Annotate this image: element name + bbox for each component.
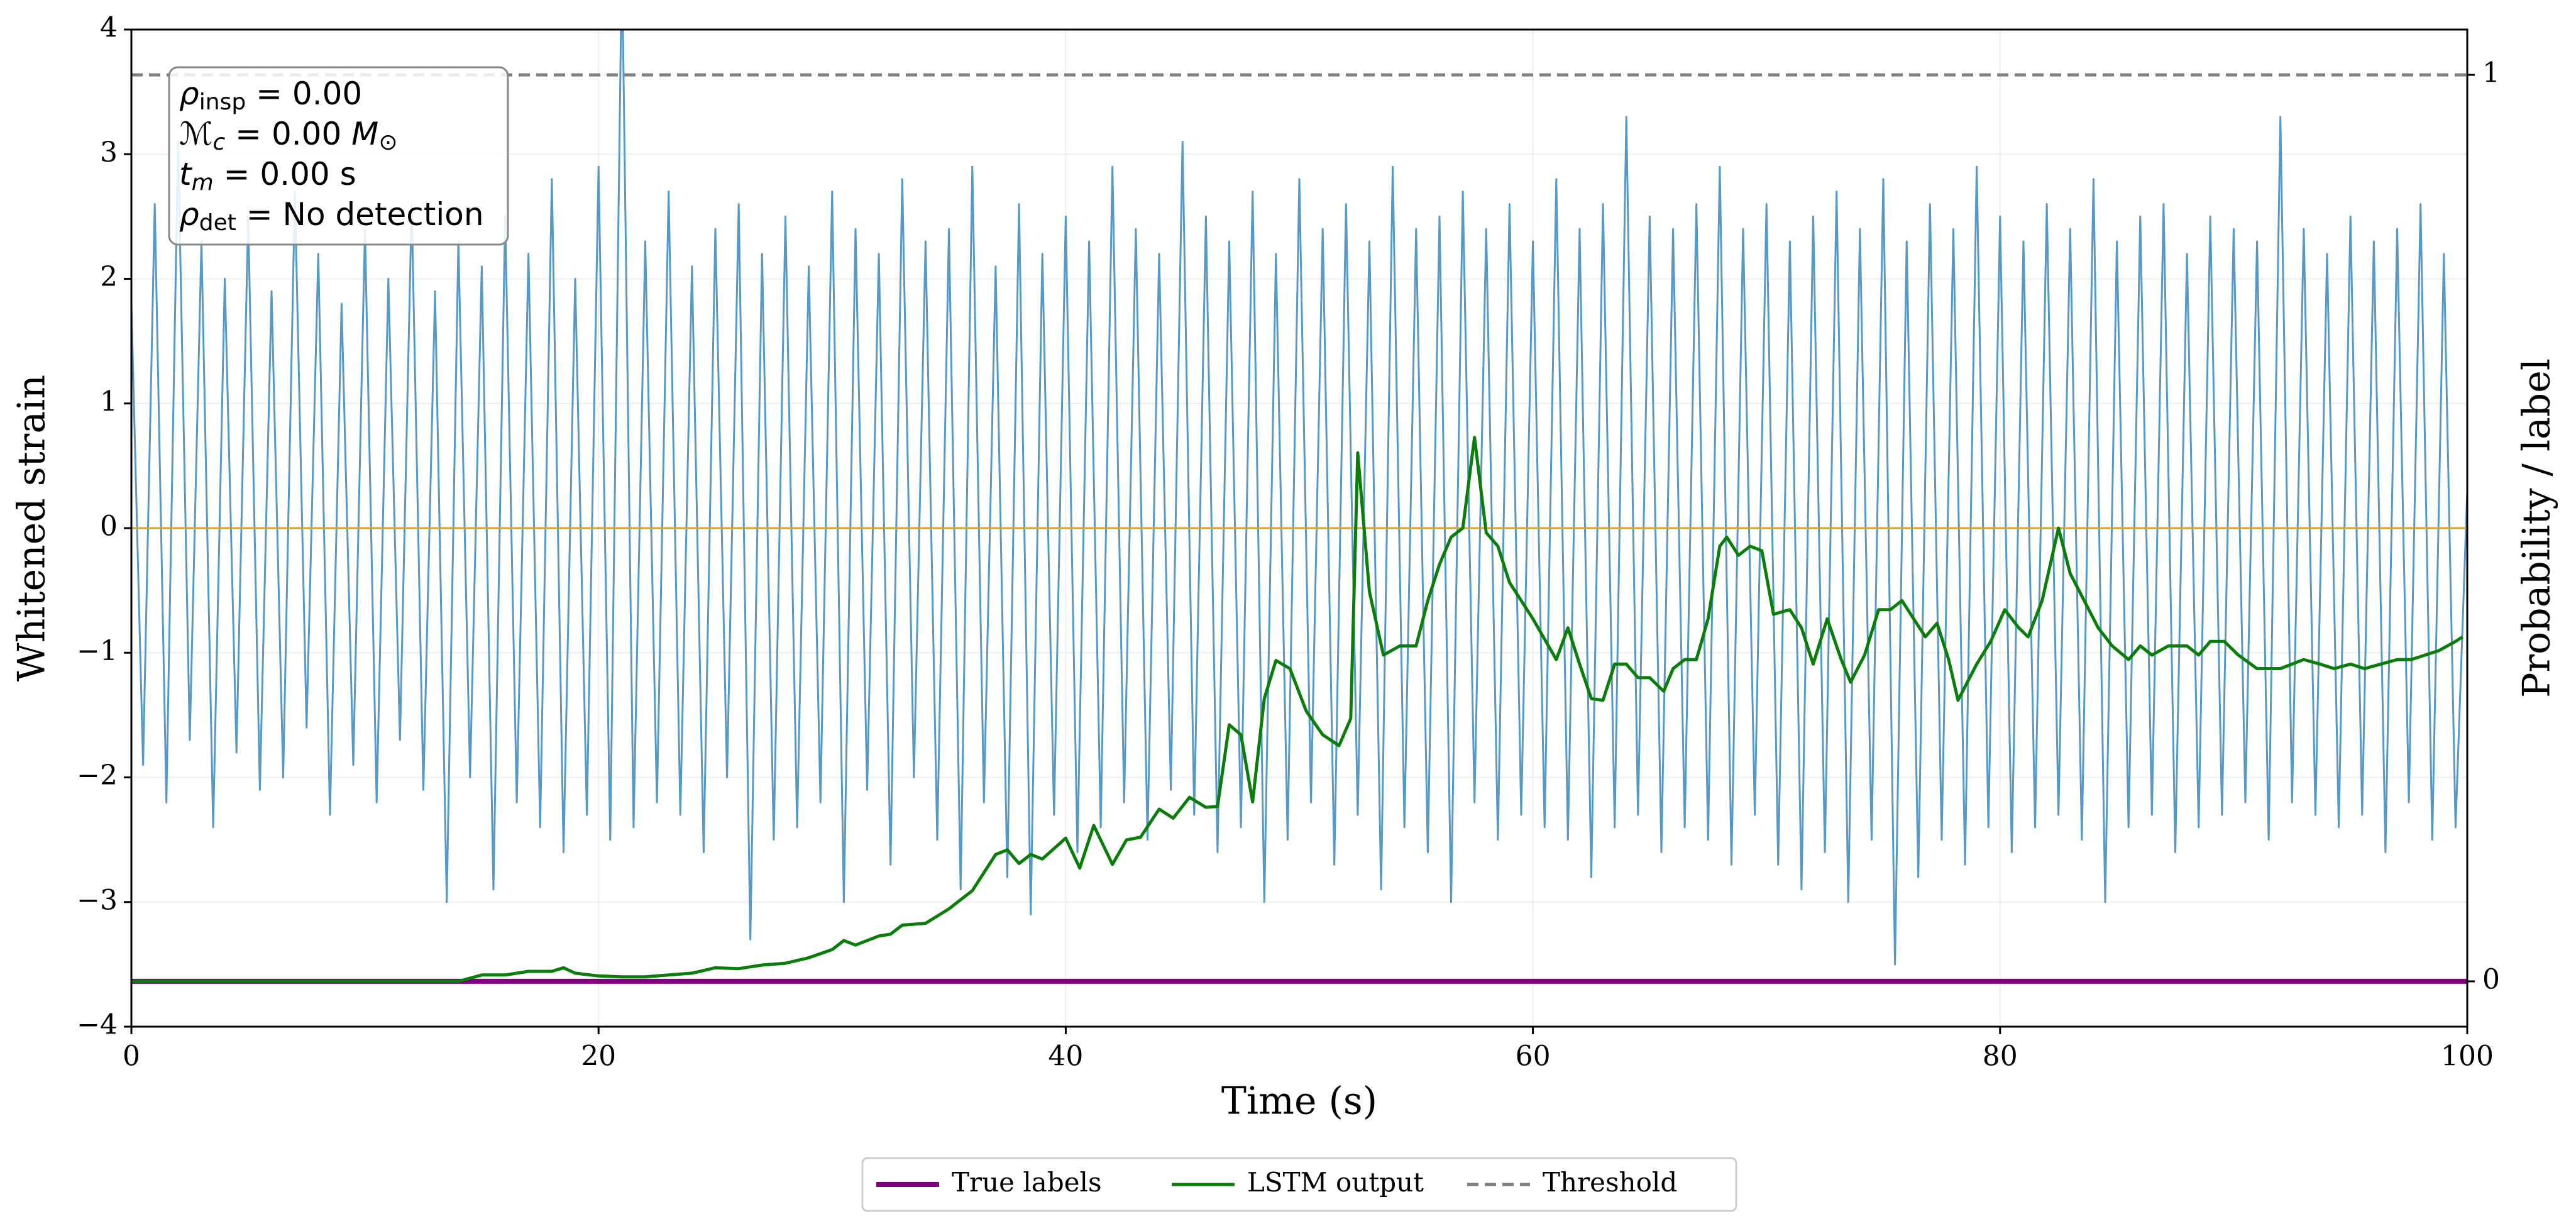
y-tick-label: −4 (77, 1009, 118, 1041)
annotation-part: ⊙ (378, 130, 397, 155)
y-tick-label: 4 (100, 12, 118, 44)
annotation-line: ℳc = 0.00 M⊙ (179, 116, 397, 156)
annotation-line: ρinsp = 0.00 (179, 75, 362, 116)
y-tick-label: 0 (100, 511, 118, 543)
y-tick-label: −2 (77, 759, 118, 792)
series-line (131, 436, 2463, 983)
annotation-box (168, 66, 509, 246)
y-tick-label: −3 (77, 884, 118, 916)
annotation-part: det (199, 210, 236, 236)
x-axis-label: Time (s) (1221, 1079, 1377, 1123)
x-tick-label: 60 (1516, 1041, 1551, 1073)
annotation-part: ℳ (179, 116, 212, 152)
annotation-part: c (212, 130, 225, 155)
y-axis-label: Whitened strain (10, 375, 54, 682)
annotation-part: ρ (179, 196, 199, 233)
annotation-part: = 0.00 (225, 116, 351, 152)
annotation-part: m (192, 170, 214, 196)
y2-tick-label: 1 (2482, 57, 2500, 89)
y2-tick-label: 0 (2482, 963, 2500, 995)
y-tick-label: 2 (100, 261, 118, 293)
annotation-line: tm = 0.00 s (179, 156, 356, 196)
legend-label: Threshold (1543, 1167, 1677, 1198)
annotation-part: = No detection (236, 196, 484, 233)
y-tick-label: 3 (100, 136, 118, 168)
x-tick-label: 40 (1048, 1041, 1083, 1073)
legend-label: True labels (952, 1167, 1102, 1198)
x-tick-label: 80 (1983, 1041, 2018, 1073)
legend-label: LSTM output (1247, 1167, 1424, 1198)
annotation-part: = 0.00 (246, 75, 362, 112)
x-tick-label: 0 (123, 1041, 140, 1073)
annotation-part: ρ (179, 75, 199, 112)
y-tick-label: −1 (77, 635, 118, 667)
annotation-part: M (351, 116, 378, 152)
x-tick-label: 20 (581, 1041, 616, 1073)
y-tick-label: 1 (100, 385, 118, 417)
annotation-part: insp (199, 89, 246, 115)
annotation-part: = 0.00 s (214, 156, 356, 192)
plot-area (131, 30, 2467, 984)
legend-box (861, 1157, 1737, 1212)
annotation-line: ρdet = No detection (179, 196, 484, 236)
x-tick-label: 100 (2441, 1041, 2494, 1073)
y2-axis-label: Probability / label (2515, 358, 2559, 698)
legend: True labels LSTM output Threshold (861, 1157, 1737, 1212)
series-line (131, 30, 2467, 966)
annotation-part: t (179, 156, 193, 192)
